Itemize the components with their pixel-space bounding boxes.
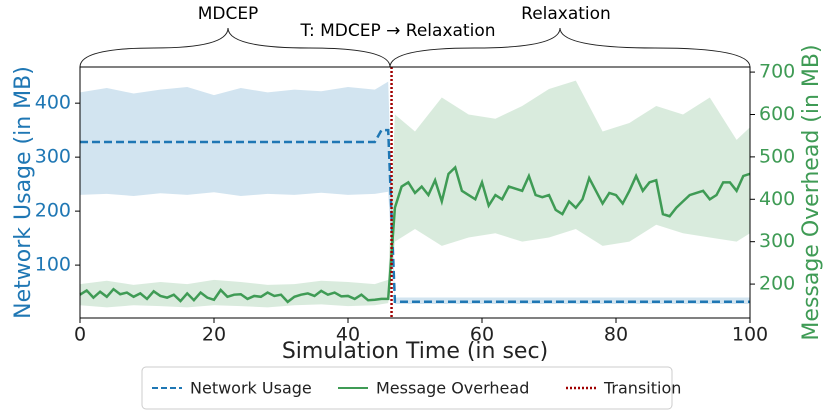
y2-tick-label: 400: [759, 188, 795, 210]
x-tick-label: 40: [336, 324, 360, 346]
x-axis-label: Simulation Time (in sec): [282, 339, 548, 364]
annotation: T: MDCEP → Relaxation: [299, 21, 495, 41]
brace: [389, 27, 751, 68]
plot-frame: [79, 66, 751, 319]
x-tick-label: 20: [202, 324, 226, 346]
y-tick-label: 400: [35, 92, 71, 114]
legend-box: [141, 366, 673, 410]
legend-label: Network Usage: [190, 379, 312, 398]
y-tick-label: 200: [35, 200, 71, 222]
y2-tick-label: 700: [759, 61, 795, 83]
brace: [79, 27, 391, 68]
y-axis-label: Network Usage (in MB): [11, 66, 36, 319]
x-tick-label: 0: [74, 324, 86, 346]
x-tick-label: 100: [732, 324, 768, 346]
annotation: MDCEP: [198, 4, 259, 24]
legend-label: Transition: [603, 379, 681, 398]
line: [80, 128, 750, 304]
y2-tick-label: 600: [759, 103, 795, 125]
y-tick-label: 100: [35, 254, 71, 276]
legend: Network Usage Message Overhead Transition: [141, 366, 681, 410]
y-tick-label: 300: [35, 146, 71, 168]
line: [79, 165, 751, 304]
legend-label: Message Overhead: [376, 379, 529, 398]
y2-tick-label: 500: [759, 145, 795, 167]
x-tick-label: 80: [604, 324, 628, 346]
x-tick-label: 60: [470, 324, 494, 346]
y2-tick-label: 200: [759, 273, 795, 295]
annotation: Relaxation: [521, 4, 611, 24]
band: [80, 81, 750, 304]
y2-axis-label: Message Overhead (in MB): [799, 44, 824, 340]
y2-tick-label: 300: [759, 230, 795, 252]
